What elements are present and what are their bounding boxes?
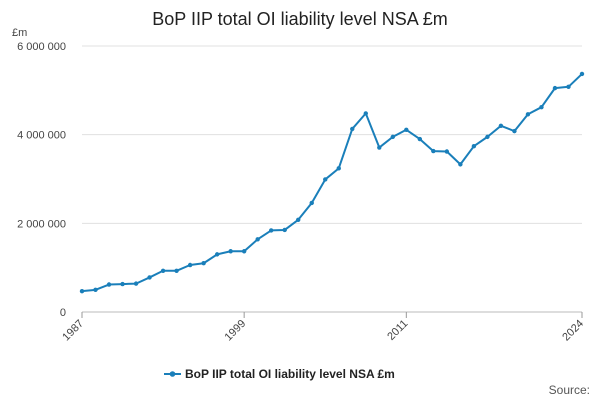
- data-point[interactable]: [214, 252, 220, 257]
- data-point[interactable]: [268, 228, 274, 233]
- data-point[interactable]: [525, 112, 531, 117]
- x-axis-ticks: 1987 1999 2011 2024: [60, 312, 586, 343]
- legend[interactable]: BoP IIP total OI liability level NSA £m: [164, 367, 395, 381]
- data-point[interactable]: [471, 143, 477, 149]
- source-label: Source:: [549, 383, 590, 397]
- data-point[interactable]: [120, 281, 125, 287]
- y-tick-label: 6 000 000: [17, 41, 66, 53]
- data-point[interactable]: [160, 268, 166, 273]
- data-point[interactable]: [431, 148, 436, 154]
- y-tick-label: 0: [60, 307, 66, 319]
- x-tick-label: 2011: [385, 318, 410, 343]
- y-tick-label: 4 000 000: [17, 130, 66, 142]
- chart-title: BoP IIP total OI liability level NSA £m: [152, 9, 447, 29]
- legend-label: BoP IIP total OI liability level NSA £m: [185, 367, 395, 381]
- series-line: [81, 73, 583, 293]
- data-point[interactable]: [552, 85, 558, 91]
- data-point[interactable]: [579, 71, 585, 77]
- data-point[interactable]: [228, 249, 233, 254]
- data-point[interactable]: [458, 162, 463, 167]
- x-tick-label: 1987: [60, 318, 86, 344]
- data-point[interactable]: [79, 288, 85, 294]
- data-point[interactable]: [390, 134, 396, 140]
- data-point[interactable]: [539, 104, 544, 110]
- y-axis-unit-label: £m: [12, 27, 27, 39]
- series-group: [79, 71, 585, 294]
- data-point[interactable]: [241, 249, 247, 254]
- data-point[interactable]: [404, 127, 409, 132]
- data-point[interactable]: [417, 136, 423, 142]
- data-point[interactable]: [282, 227, 287, 233]
- x-tick-label: 2024: [560, 318, 586, 344]
- data-point[interactable]: [93, 287, 98, 293]
- x-tick-label: 1999: [222, 318, 248, 344]
- y-axis-ticks: 0 2 000 000 4 000 000 6 000 000: [17, 41, 66, 319]
- data-point[interactable]: [498, 123, 504, 128]
- data-point[interactable]: [350, 126, 355, 132]
- data-point[interactable]: [566, 84, 571, 89]
- data-point[interactable]: [296, 217, 301, 222]
- data-point[interactable]: [106, 282, 112, 287]
- data-point[interactable]: [147, 275, 152, 280]
- gridlines: [82, 45, 582, 313]
- y-tick-label: 2 000 000: [17, 218, 66, 230]
- data-point[interactable]: [444, 149, 450, 154]
- data-point[interactable]: [309, 200, 314, 206]
- data-point[interactable]: [255, 237, 260, 242]
- data-point[interactable]: [377, 145, 382, 150]
- data-point[interactable]: [174, 268, 179, 273]
- data-point[interactable]: [323, 177, 328, 182]
- legend-point-marker: [169, 371, 176, 377]
- data-point[interactable]: [512, 128, 517, 134]
- data-point[interactable]: [363, 111, 368, 116]
- data-point[interactable]: [133, 281, 139, 286]
- data-point[interactable]: [201, 261, 206, 266]
- data-point[interactable]: [187, 262, 193, 268]
- data-point[interactable]: [485, 134, 490, 140]
- data-point[interactable]: [336, 166, 341, 171]
